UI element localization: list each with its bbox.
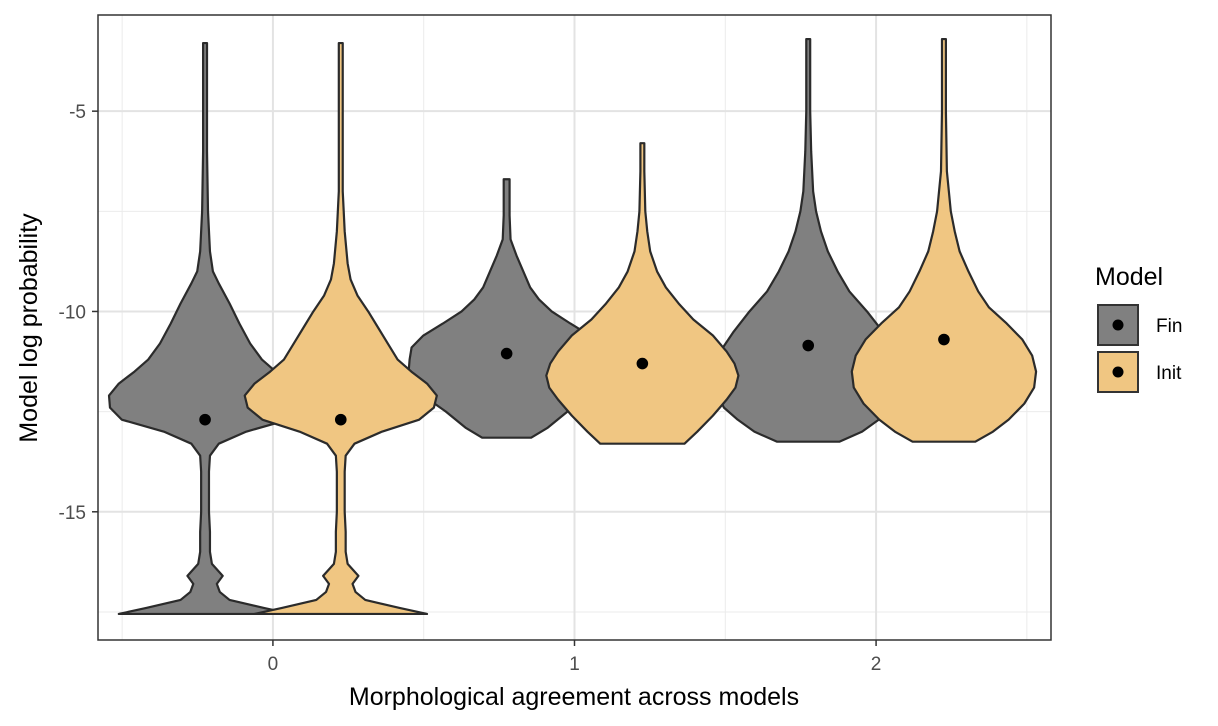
median-point-fin-1 <box>500 347 513 360</box>
violin-init-1 <box>545 142 740 445</box>
y-tick-label: -10 <box>59 302 86 323</box>
legend-title: Model <box>1095 263 1163 291</box>
legend-label-init: Init <box>1156 363 1182 384</box>
x-axis-title: Morphological agreement across models <box>349 683 799 711</box>
violin-fin-0 <box>107 41 303 616</box>
y-tick-label: -5 <box>69 102 86 123</box>
violin-init-0 <box>243 41 438 616</box>
legend-dot-init <box>1112 366 1124 378</box>
legend-dot-fin <box>1112 319 1124 331</box>
legend: Model Fin Init <box>1095 263 1182 393</box>
median-point-init-0 <box>334 413 347 426</box>
axes: -15 -10 -5 0 1 2 <box>59 102 882 675</box>
violins <box>107 37 1038 616</box>
violin-init-2 <box>850 37 1038 443</box>
y-axis-title: Model log probability <box>15 213 43 443</box>
legend-label-fin: Fin <box>1156 316 1182 337</box>
median-point-init-1 <box>636 357 649 370</box>
x-tick-label: 1 <box>569 654 580 675</box>
median-point-init-2 <box>938 333 950 346</box>
y-tick-label: -15 <box>59 503 86 524</box>
median-point-fin-2 <box>802 339 815 352</box>
x-tick-label: 0 <box>268 654 279 675</box>
median-point-fin-0 <box>199 413 211 426</box>
legend-key-init <box>1097 351 1139 393</box>
x-tick-label: 2 <box>871 654 882 675</box>
